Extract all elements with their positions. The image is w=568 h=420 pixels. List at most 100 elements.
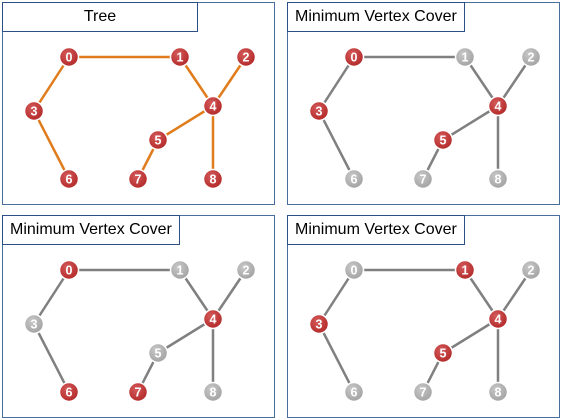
node-circle bbox=[432, 342, 454, 364]
panel-mvc-1: Minimum Vertex Cover 0 1 2 3 4 5 6 7 8 bbox=[287, 2, 560, 205]
node-1: 1 bbox=[454, 46, 476, 68]
node-circle bbox=[454, 259, 476, 281]
mvc-graph-1: 0 1 2 3 4 5 6 7 8 bbox=[308, 46, 542, 190]
node-label: 6 bbox=[351, 173, 358, 187]
node-6: 6 bbox=[58, 381, 80, 403]
node-6: 6 bbox=[58, 168, 80, 190]
node-label: 7 bbox=[420, 386, 427, 400]
node-label: 8 bbox=[495, 173, 502, 187]
node-label: 3 bbox=[316, 105, 323, 119]
edge-4-5 bbox=[157, 317, 214, 355]
node-4: 4 bbox=[487, 95, 509, 117]
node-8: 8 bbox=[202, 168, 224, 190]
panel-title: Minimum Vertex Cover bbox=[2, 215, 180, 245]
node-7: 7 bbox=[412, 381, 434, 403]
node-1: 1 bbox=[169, 259, 191, 281]
node-label: 8 bbox=[210, 173, 217, 187]
node-label: 4 bbox=[495, 313, 502, 327]
node-circle bbox=[147, 129, 169, 151]
edge-0-3 bbox=[317, 56, 356, 112]
node-circle bbox=[127, 168, 149, 190]
tree-graph: 0 1 2 3 4 5 6 7 8 bbox=[23, 46, 257, 190]
node-circle bbox=[343, 259, 365, 281]
panel-tree: Tree 0 1 2 3 4 5 6 7 8 bbox=[2, 2, 275, 205]
node-circle bbox=[343, 381, 365, 403]
node-7: 7 bbox=[127, 168, 149, 190]
edge-4-5 bbox=[442, 317, 499, 355]
node-circle bbox=[412, 168, 434, 190]
node-2: 2 bbox=[235, 259, 257, 281]
node-circle bbox=[235, 46, 257, 68]
node-circle bbox=[343, 168, 365, 190]
node-label: 6 bbox=[66, 173, 73, 187]
node-circle bbox=[127, 381, 149, 403]
node-6: 6 bbox=[343, 168, 365, 190]
node-circle bbox=[147, 342, 169, 364]
node-0: 0 bbox=[58, 46, 80, 68]
node-circle bbox=[235, 259, 257, 281]
node-5: 5 bbox=[147, 129, 169, 151]
mvc-graph-2: 0 1 2 3 4 5 6 7 8 bbox=[23, 259, 257, 403]
node-label: 5 bbox=[155, 347, 162, 361]
node-circle bbox=[308, 313, 330, 335]
node-7: 7 bbox=[127, 381, 149, 403]
node-circle bbox=[202, 308, 224, 330]
node-circle bbox=[23, 100, 45, 122]
node-4: 4 bbox=[487, 308, 509, 330]
node-1: 1 bbox=[169, 46, 191, 68]
node-label: 3 bbox=[31, 318, 38, 332]
node-circle bbox=[202, 381, 224, 403]
node-label: 7 bbox=[135, 173, 142, 187]
node-label: 0 bbox=[66, 264, 73, 278]
edge-3-6 bbox=[317, 323, 356, 393]
node-label: 8 bbox=[210, 386, 217, 400]
node-circle bbox=[343, 46, 365, 68]
node-circle bbox=[454, 46, 476, 68]
node-label: 7 bbox=[420, 173, 427, 187]
node-label: 7 bbox=[135, 386, 142, 400]
node-label: 1 bbox=[462, 51, 469, 65]
node-label: 4 bbox=[495, 100, 502, 114]
node-label: 2 bbox=[528, 264, 535, 278]
node-label: 1 bbox=[462, 264, 469, 278]
node-5: 5 bbox=[432, 129, 454, 151]
edge-0-3 bbox=[317, 269, 356, 325]
node-8: 8 bbox=[487, 168, 509, 190]
node-2: 2 bbox=[520, 46, 542, 68]
panel-title: Tree bbox=[2, 2, 198, 32]
node-3: 3 bbox=[308, 100, 330, 122]
node-5: 5 bbox=[147, 342, 169, 364]
node-3: 3 bbox=[23, 100, 45, 122]
node-circle bbox=[169, 259, 191, 281]
node-label: 4 bbox=[210, 313, 217, 327]
node-4: 4 bbox=[202, 95, 224, 117]
node-5: 5 bbox=[432, 342, 454, 364]
node-circle bbox=[58, 46, 80, 68]
node-circle bbox=[58, 168, 80, 190]
panel-mvc-3: Minimum Vertex Cover 0 1 2 3 4 5 6 7 8 bbox=[287, 215, 560, 418]
node-circle bbox=[202, 95, 224, 117]
node-3: 3 bbox=[308, 313, 330, 335]
node-label: 0 bbox=[351, 51, 358, 65]
edge-3-6 bbox=[317, 110, 356, 180]
node-circle bbox=[412, 381, 434, 403]
node-circle bbox=[308, 100, 330, 122]
node-1: 1 bbox=[454, 259, 476, 281]
node-circle bbox=[520, 259, 542, 281]
node-2: 2 bbox=[520, 259, 542, 281]
node-0: 0 bbox=[343, 46, 365, 68]
node-circle bbox=[487, 168, 509, 190]
edge-3-6 bbox=[32, 323, 71, 393]
node-8: 8 bbox=[202, 381, 224, 403]
node-7: 7 bbox=[412, 168, 434, 190]
node-circle bbox=[487, 308, 509, 330]
node-label: 0 bbox=[351, 264, 358, 278]
node-label: 2 bbox=[243, 264, 250, 278]
edge-0-3 bbox=[32, 56, 71, 112]
node-label: 5 bbox=[440, 134, 447, 148]
node-label: 5 bbox=[440, 347, 447, 361]
panel-title: Minimum Vertex Cover bbox=[287, 2, 465, 32]
panel-title: Minimum Vertex Cover bbox=[287, 215, 465, 245]
node-circle bbox=[520, 46, 542, 68]
node-4: 4 bbox=[202, 308, 224, 330]
